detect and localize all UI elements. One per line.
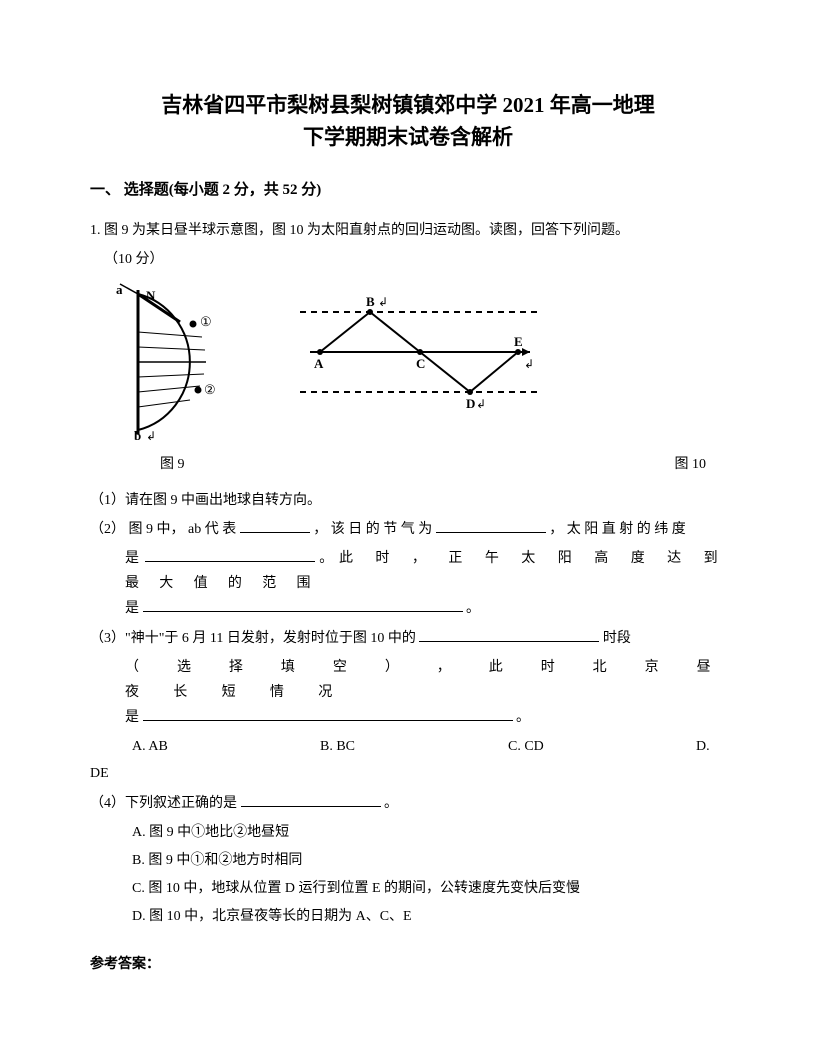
figure-9: a N ① ② b ↲ — [110, 282, 240, 442]
fig9-label-a: a — [116, 282, 123, 297]
fig10-arrow-icon-3: ↲ — [378, 295, 388, 309]
q1-sub4-stem-a: （4）下列叙述正确的是 — [90, 796, 237, 811]
fig10-label-B: B — [366, 294, 375, 309]
blank-field[interactable] — [241, 791, 381, 806]
figure-10: A B C D E ↲ ↲ ↲ — [290, 282, 550, 422]
q1-points: （10 分） — [90, 247, 726, 272]
figure-labels-row: 图 9 图 10 — [90, 452, 726, 477]
option-DE: DE — [90, 761, 726, 786]
figures-row: a N ① ② b ↲ A B C D E ↲ — [110, 282, 726, 442]
option-A: A. AB — [132, 734, 320, 759]
title-line-2: 下学期期末试卷含解析 — [90, 122, 726, 154]
fig9-label-circ2: ② — [204, 382, 216, 397]
q1-sub3-p3a: 是 — [125, 710, 139, 725]
fig10-label-C: C — [416, 356, 425, 371]
q1-sub3-line3: 是 。 — [90, 705, 726, 730]
fig10-label-D: D — [466, 396, 475, 411]
q1-sub4-choices: A. 图 9 中①地比②地昼短 B. 图 9 中①和②地方时相同 C. 图 10… — [90, 820, 726, 930]
q1-sub2-p1b: ， 该 日 的 节 气 为 — [313, 522, 432, 537]
q1-sub2-p3a: 是 — [125, 601, 139, 616]
q1-sub3-p3b: 。 — [516, 710, 530, 725]
blank-field[interactable] — [419, 626, 599, 641]
option-C: C. CD — [508, 734, 696, 759]
fig10-label-A: A — [314, 356, 324, 371]
blank-field[interactable] — [143, 597, 463, 612]
blank-field[interactable] — [240, 517, 310, 532]
choice-B: B. 图 9 中①和②地方时相同 — [132, 848, 726, 873]
q1-sub3-p1a: （3）"神十"于 6 月 11 日发射，发射时位于图 10 中的 — [90, 631, 416, 646]
title-line-1: 吉林省四平市梨树县梨树镇镇郊中学 2021 年高一地理 — [90, 90, 726, 122]
fig9-arrow-icon: ↲ — [146, 429, 156, 442]
blank-field[interactable] — [145, 547, 315, 562]
choice-C: C. 图 10 中，地球从位置 D 运行到位置 E 的期间，公转速度先变快后变慢 — [132, 876, 726, 901]
q1-sub4-stem-b: 。 — [384, 796, 398, 811]
title-block: 吉林省四平市梨树县梨树镇镇郊中学 2021 年高一地理 下学期期末试卷含解析 — [90, 90, 726, 153]
q1-sub2-p1a: （2） 图 9 中， ab 代 表 — [90, 522, 236, 537]
option-D: D. — [696, 734, 726, 759]
fig9-label-N: N — [146, 288, 156, 303]
blank-field[interactable] — [436, 517, 546, 532]
section-1-heading: 一、 选择题(每小题 2 分，共 52 分) — [90, 177, 726, 204]
blank-field[interactable] — [143, 706, 513, 721]
q1-sub3-p2: （ 选 择 填 空 ） ， 此 时 北 京 昼 夜 长 短 情 况 — [125, 660, 726, 700]
fig10-arrow-icon: ↲ — [524, 357, 534, 371]
q1-sub3: （3）"神十"于 6 月 11 日发射，发射时位于图 10 中的 时段 — [90, 626, 726, 651]
option-B: B. BC — [320, 734, 508, 759]
q1-sub2-p2a: 是 — [125, 551, 140, 566]
q1-sub3-options: A. AB B. BC C. CD D. — [90, 734, 726, 759]
figure-10-label: 图 10 — [675, 452, 707, 477]
figure-9-label: 图 9 — [160, 452, 185, 477]
q1-sub3-line2: （ 选 择 填 空 ） ， 此 时 北 京 昼 夜 长 短 情 况 — [90, 655, 726, 705]
figure-9-svg: a N ① ② b ↲ — [110, 282, 240, 442]
q1-sub2-p3b: 。 — [466, 601, 480, 616]
q1-sub1: （1）请在图 9 中画出地球自转方向。 — [90, 488, 726, 513]
fig9-label-b: b — [134, 428, 141, 442]
choice-A: A. 图 9 中①地比②地昼短 — [132, 820, 726, 845]
q1-stem: 1. 图 9 为某日昼半球示意图，图 10 为太阳直射点的回归运动图。读图，回答… — [90, 218, 726, 243]
choice-D: D. 图 10 中，北京昼夜等长的日期为 A、C、E — [132, 904, 726, 929]
q1-sub3-p1b: 时段 — [603, 631, 631, 646]
answer-heading: 参考答案： — [90, 952, 726, 977]
q1-sub4: （4）下列叙述正确的是 。 — [90, 791, 726, 816]
fig9-label-circ1: ① — [200, 314, 212, 329]
fig10-label-E: E — [514, 334, 523, 349]
q1-sub2-p1c: ， 太 阳 直 射 的 纬 度 — [549, 522, 686, 537]
q1-sub2-line3: 是 。 — [90, 596, 726, 621]
q1-sub2: （2） 图 9 中， ab 代 表 ， 该 日 的 节 气 为 ， 太 阳 直 … — [90, 517, 726, 542]
q1-sub2-line2: 是 。 此 时 ， 正 午 太 阳 高 度 达 到 最 大 值 的 范 围 — [90, 546, 726, 596]
figure-10-svg: A B C D E ↲ ↲ ↲ — [290, 282, 550, 422]
q1-sub2-p2b: 。 — [319, 551, 334, 566]
fig10-arrow-icon-2: ↲ — [476, 397, 486, 411]
